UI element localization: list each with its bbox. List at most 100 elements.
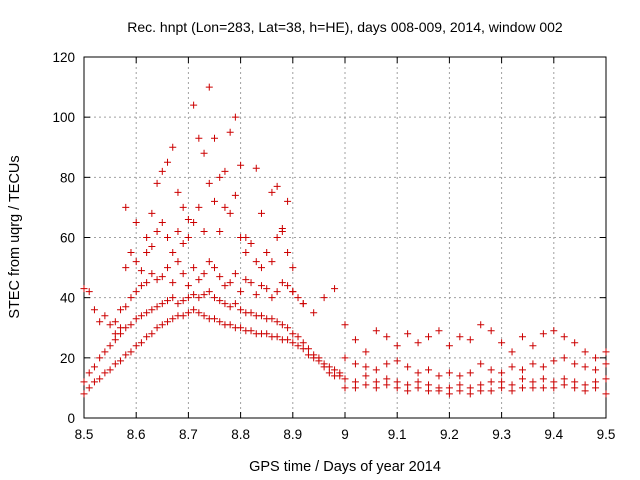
data-point <box>237 324 245 332</box>
y-tick-label: 60 <box>60 231 75 246</box>
data-point <box>393 357 401 365</box>
data-point <box>550 327 558 335</box>
data-point <box>237 288 245 296</box>
data-point <box>85 369 93 377</box>
data-point <box>571 378 579 386</box>
data-point <box>268 258 276 266</box>
data-point <box>90 378 98 386</box>
data-point <box>106 366 114 374</box>
data-point <box>132 218 140 226</box>
data-point <box>211 197 218 205</box>
series-night-floor <box>341 381 610 398</box>
data-point <box>174 227 182 235</box>
data-point <box>341 384 349 392</box>
data-point <box>435 387 443 395</box>
data-point <box>299 345 307 353</box>
data-point <box>231 191 239 199</box>
data-point <box>164 264 172 272</box>
data-point <box>247 327 255 335</box>
data-point <box>237 306 245 314</box>
data-point <box>148 270 156 278</box>
data-point <box>143 249 151 257</box>
x-tick-label: 9.4 <box>544 427 563 442</box>
data-point <box>96 318 104 326</box>
data-point <box>518 384 526 392</box>
data-point <box>122 303 130 311</box>
x-axis-label: GPS time / Days of year 2014 <box>249 459 441 475</box>
data-point <box>310 309 318 317</box>
data-point <box>498 339 506 347</box>
data-point <box>148 209 156 217</box>
x-tick-label: 9.1 <box>388 427 407 442</box>
x-tick-label: 9.5 <box>597 427 616 442</box>
data-point <box>143 279 151 287</box>
data-point <box>445 342 453 350</box>
data-point <box>466 369 474 377</box>
data-point <box>571 360 579 368</box>
data-point <box>190 101 198 109</box>
data-point <box>592 354 600 362</box>
data-point <box>195 134 203 142</box>
data-point <box>195 276 203 284</box>
data-point <box>205 288 213 296</box>
data-point <box>487 366 495 374</box>
data-point <box>362 381 370 389</box>
data-point <box>372 378 380 386</box>
data-point <box>153 324 161 332</box>
data-point <box>101 312 109 320</box>
data-point <box>341 321 349 329</box>
data-point <box>284 282 292 290</box>
data-point <box>216 273 224 281</box>
data-point <box>106 321 114 329</box>
data-point <box>221 167 229 175</box>
data-point <box>237 161 245 169</box>
y-tick-label: 0 <box>67 411 75 426</box>
data-point <box>508 363 516 371</box>
data-point <box>247 279 255 287</box>
data-point <box>289 288 297 296</box>
data-point <box>284 336 292 344</box>
data-point <box>164 297 172 305</box>
data-point <box>278 227 286 235</box>
y-tick-label: 120 <box>52 50 75 65</box>
data-point <box>127 294 135 302</box>
data-point <box>456 372 464 380</box>
series-upper <box>80 83 339 329</box>
data-point <box>498 384 506 392</box>
data-point <box>518 366 526 374</box>
x-tick-label: 8.5 <box>75 427 94 442</box>
grid-lines <box>84 57 606 418</box>
data-point <box>122 324 130 332</box>
data-point <box>190 291 198 299</box>
data-point <box>425 387 433 395</box>
data-point <box>85 288 93 296</box>
data-point <box>571 384 579 392</box>
data-point <box>581 387 589 395</box>
data-point <box>231 113 239 121</box>
data-point <box>164 234 172 241</box>
data-point <box>205 179 213 187</box>
data-point <box>247 240 255 248</box>
data-point <box>179 240 187 248</box>
data-point <box>174 188 182 196</box>
data-point <box>200 149 208 157</box>
data-point <box>153 303 161 311</box>
data-point <box>456 381 464 389</box>
data-point <box>289 330 297 338</box>
data-point <box>414 378 422 386</box>
data-point <box>351 360 359 368</box>
data-point <box>242 249 250 257</box>
x-tick-label: 8.9 <box>283 427 302 442</box>
series-lower-mid <box>80 288 344 386</box>
data-point <box>414 369 422 377</box>
data-point <box>132 288 140 296</box>
data-point <box>179 297 187 305</box>
data-point <box>101 369 109 377</box>
data-point <box>252 258 260 266</box>
data-point <box>96 354 104 362</box>
data-point <box>164 158 172 166</box>
data-point <box>169 294 177 302</box>
data-point <box>153 179 161 187</box>
data-point <box>158 300 166 308</box>
